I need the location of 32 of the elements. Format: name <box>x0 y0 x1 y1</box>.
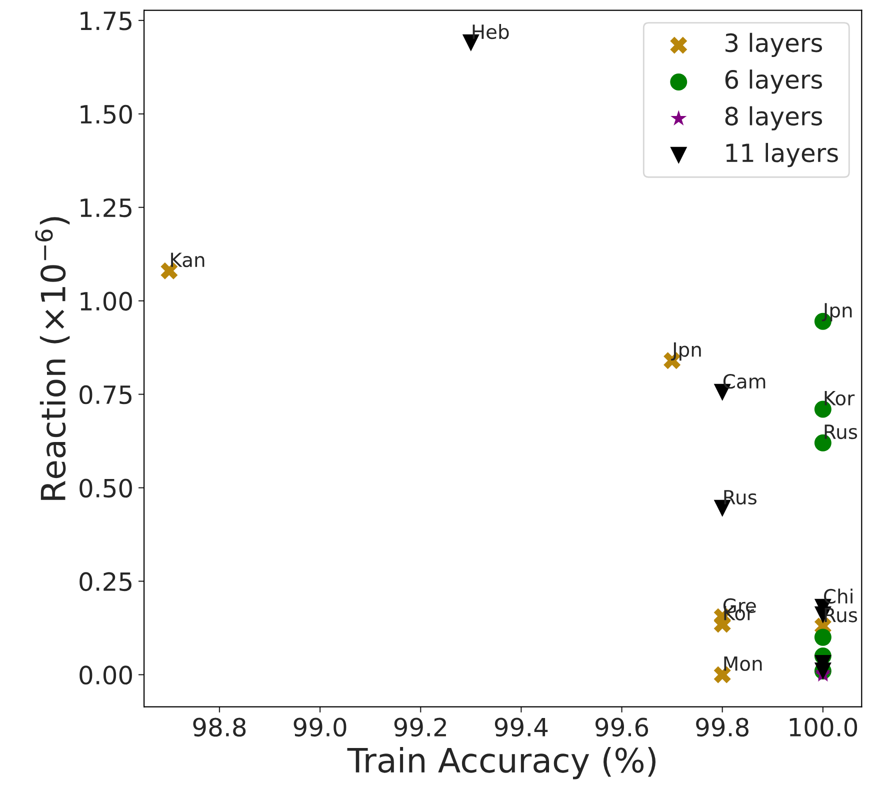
annotation: Rus <box>824 424 858 440</box>
annotation: Kor <box>824 391 855 406</box>
legend-label: 8 layers <box>725 106 822 130</box>
annotation: Chi <box>824 588 852 604</box>
annotation: Heb <box>472 24 509 40</box>
x-tick-label: 99.6 <box>596 718 648 737</box>
annotation: Cam <box>723 374 766 389</box>
annotation: Kan <box>171 252 204 268</box>
y-tick-label: 0.00 <box>80 666 132 685</box>
y-tick-label: 1.00 <box>80 292 132 311</box>
y-tick-label: 0.75 <box>80 385 132 404</box>
point <box>814 628 832 646</box>
y-tick-label: 0.50 <box>80 478 132 498</box>
x-tick-label: 99.0 <box>294 718 346 737</box>
y-tick-label: 0.25 <box>80 572 132 592</box>
x-axis-title: Train Accuracy (%) <box>347 747 656 780</box>
x-tick-label: 99.4 <box>494 718 548 737</box>
legend-label: 11 layers <box>726 142 838 168</box>
annotation: Jpn <box>671 342 701 361</box>
annotation: Jpn <box>822 303 852 322</box>
y-tick-label: 1.25 <box>80 198 132 218</box>
y-tick-label: 1.75 <box>80 12 132 30</box>
legend-label: 3 layers <box>726 32 822 58</box>
annotation: Rus <box>724 490 756 505</box>
y-tick-label: 1.50 <box>80 104 132 124</box>
x-tick-label: 99.8 <box>696 718 748 737</box>
y-axis-title: Reaction (×10$^{−6}$) <box>35 217 70 500</box>
annotation: Mon <box>724 656 762 671</box>
x-tick-label: 99.2 <box>394 718 446 737</box>
x-tick-label: 98.8 <box>193 718 246 737</box>
legend-label: 6 layers <box>725 70 822 94</box>
x-tick-label: 100.0 <box>790 718 858 737</box>
